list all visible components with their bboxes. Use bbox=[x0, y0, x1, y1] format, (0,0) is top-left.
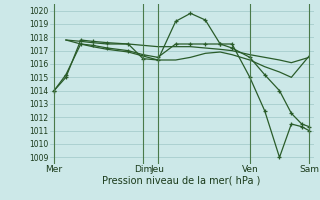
X-axis label: Pression niveau de la mer( hPa ): Pression niveau de la mer( hPa ) bbox=[102, 176, 261, 186]
